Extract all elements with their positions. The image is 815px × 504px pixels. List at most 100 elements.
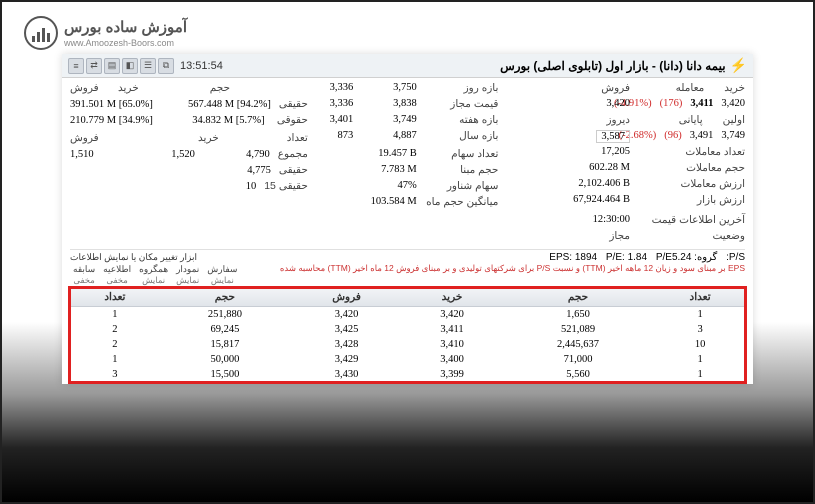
val-hajmm: 602.28 M bbox=[589, 162, 630, 173]
ob-cell: 3 bbox=[70, 367, 160, 382]
orderbook-row[interactable]: 3521,0893,4113,42569,2452 bbox=[70, 322, 745, 337]
ob-h-kharid: خرید bbox=[403, 288, 501, 307]
ob-cell: 69,245 bbox=[160, 322, 290, 337]
lbl-kharid: خرید bbox=[724, 82, 745, 94]
val-vaziat: مجاز bbox=[609, 230, 630, 242]
val-moamele-chg: (176) bbox=[660, 98, 683, 109]
orderbook-row[interactable]: 102,445,6373,4103,42815,8172 bbox=[70, 337, 745, 352]
ob-cell: 3 bbox=[655, 322, 745, 337]
lbl-tedads: تعداد سهام bbox=[451, 148, 498, 160]
orderbook-row[interactable]: 11,6503,4203,420251,8801 bbox=[70, 307, 745, 323]
display-tools: سفارشنمایشنمودارنمایشهمگروهنمایشاطلاعیهم… bbox=[70, 264, 240, 286]
lbl-hoghooghi: حقوقی bbox=[277, 114, 308, 126]
lbl-arzm: ارزش معاملات bbox=[681, 178, 745, 190]
ob-cell: 2 bbox=[70, 337, 160, 352]
clock-time: 13:51:54 bbox=[180, 60, 223, 72]
val-akharin: 12:30:00 bbox=[593, 214, 630, 225]
order-book: تعداد حجم خرید فروش حجم تعداد 11,6503,42… bbox=[70, 288, 745, 382]
orderbook-row[interactable]: 171,0003,4003,42950,0001 bbox=[70, 352, 745, 367]
tool-icon[interactable]: ▤ bbox=[104, 58, 120, 74]
lbl-hajm: حجم bbox=[170, 82, 270, 94]
tool-icon[interactable]: ◧ bbox=[122, 58, 138, 74]
ob-cell: 5,560 bbox=[501, 367, 655, 382]
toolbar-icons: ⧉ ☰ ◧ ▤ ⇄ ≡ bbox=[68, 58, 174, 74]
tools-header: ابزار تغییر مکان یا نمایش اطلاعات bbox=[70, 252, 240, 263]
ob-cell: 3,400 bbox=[403, 352, 501, 367]
lbl-kharid3: خرید bbox=[138, 132, 279, 144]
display-tool[interactable]: همگروهنمایش bbox=[136, 264, 171, 286]
lbl-kharid2: خرید bbox=[118, 82, 162, 94]
lbl-hajmm: حجم معاملات bbox=[686, 162, 745, 174]
display-tool[interactable]: سابقهمخفی bbox=[70, 264, 98, 286]
v-hoghooghi-sell: 210.779 M [34.9%] bbox=[70, 115, 180, 126]
v-haghighi-sell: 391.501 M [65.0%] bbox=[70, 99, 180, 110]
val-arzb: 67,924.464 B bbox=[573, 194, 630, 205]
pe-val: P/E: 1.84 bbox=[606, 252, 647, 263]
ob-cell: 1 bbox=[655, 307, 745, 323]
v-haghighi-buy: 567.448 M [94.2%] bbox=[188, 99, 271, 110]
tool-icon[interactable]: ≡ bbox=[68, 58, 84, 74]
stock-title: بیمه دانا (دانا) - بازار اول (تابلوی اصل… bbox=[229, 59, 726, 73]
eps-disclaimer: EPS بر مبنای سود و زیان 12 ماهه اخیر (TT… bbox=[240, 263, 745, 273]
lbl-avali: اولین bbox=[723, 114, 745, 126]
panel-titlebar: ⚡ بیمه دانا (دانا) - بازار اول (تابلوی ا… bbox=[62, 54, 753, 78]
ob-cell: 15,500 bbox=[160, 367, 290, 382]
lbl-haghighi: حقیقی bbox=[279, 98, 308, 110]
ob-cell: 3,428 bbox=[290, 337, 403, 352]
val-payani-chg: (96) bbox=[664, 130, 682, 141]
eps-val: EPS: 1894 bbox=[549, 252, 597, 263]
ob-cell: 1 bbox=[70, 352, 160, 367]
logo-icon bbox=[24, 16, 58, 50]
v-hmabna: 7.783 M bbox=[381, 164, 417, 175]
lbl-arzb: ارزش بازار bbox=[697, 194, 745, 206]
watermark-title: آموزش ساده بورس bbox=[64, 18, 187, 36]
val-arzm: 2,102.406 B bbox=[578, 178, 630, 189]
lbl-bazes: بازه سال bbox=[459, 130, 498, 142]
ob-cell: 10 bbox=[655, 337, 745, 352]
val-foroosh: 3,420 bbox=[606, 98, 630, 109]
orderbook-row[interactable]: 15,5603,3993,43015,5003 bbox=[70, 367, 745, 382]
ob-cell: 2 bbox=[70, 322, 160, 337]
val-kharid: 3,420 bbox=[721, 98, 745, 109]
val-moamele: 3,411 bbox=[690, 98, 713, 109]
watermark-url: www.Amoozesh-Boors.com bbox=[64, 38, 185, 48]
display-tool[interactable]: اطلاعیهمخفی bbox=[100, 264, 134, 286]
ob-cell: 251,880 bbox=[160, 307, 290, 323]
display-tool[interactable]: سفارشنمایش bbox=[204, 264, 240, 286]
display-tool[interactable]: نمودارنمایش bbox=[173, 264, 202, 286]
lbl-qm: قیمت مجاز bbox=[450, 98, 498, 110]
lbl-vaziat: وضعیت bbox=[712, 230, 745, 242]
lbl-foroosh2: فروش bbox=[70, 82, 110, 94]
ob-h-tedad: تعداد bbox=[655, 288, 745, 307]
lbl-majmoo: مجموع bbox=[278, 148, 308, 160]
v-ckharid: 1,520 bbox=[128, 149, 238, 160]
ob-cell: 50,000 bbox=[160, 352, 290, 367]
v-tedads: 19.457 B bbox=[378, 148, 417, 159]
tool-icon[interactable]: ⇄ bbox=[86, 58, 102, 74]
pegroup-val: P/Eگروه: 5.24 bbox=[656, 252, 718, 263]
ob-cell: 521,089 bbox=[501, 322, 655, 337]
lbl-hmabna: حجم مبنا bbox=[460, 164, 498, 176]
ob-cell: 3,420 bbox=[290, 307, 403, 323]
tool-icon[interactable]: ☰ bbox=[140, 58, 156, 74]
v-qm-l: 3,336 bbox=[330, 98, 354, 109]
v-bazes-l: 873 bbox=[337, 130, 353, 141]
ob-cell: 1 bbox=[655, 367, 745, 382]
lbl-bazeh: بازه هفته bbox=[459, 114, 498, 126]
v-bazer-h: 3,750 bbox=[393, 82, 417, 93]
v-h15: 10 bbox=[246, 181, 257, 192]
tool-icon[interactable]: ⧉ bbox=[158, 58, 174, 74]
ob-cell: 3,429 bbox=[290, 352, 403, 367]
ob-h-foroosh: فروش bbox=[290, 288, 403, 307]
v-bazeh-h: 3,749 bbox=[393, 114, 417, 125]
v-hoghooghi-buy: 34.832 M [5.7%] bbox=[188, 115, 269, 126]
val-tedadm: 17,205 bbox=[601, 146, 630, 157]
ob-cell: 1 bbox=[655, 352, 745, 367]
ob-cell: 1,650 bbox=[501, 307, 655, 323]
ob-cell: 71,000 bbox=[501, 352, 655, 367]
lbl-tedadm: تعداد معاملات bbox=[685, 146, 745, 158]
ob-cell: 3,420 bbox=[403, 307, 501, 323]
v-majmoo: 4,790 bbox=[246, 149, 270, 160]
stats-content: خرید معامله 3,420 3,411 (176) (-4.91%) ا… bbox=[62, 78, 753, 384]
lbl-foroosh3: فروش bbox=[70, 132, 130, 144]
